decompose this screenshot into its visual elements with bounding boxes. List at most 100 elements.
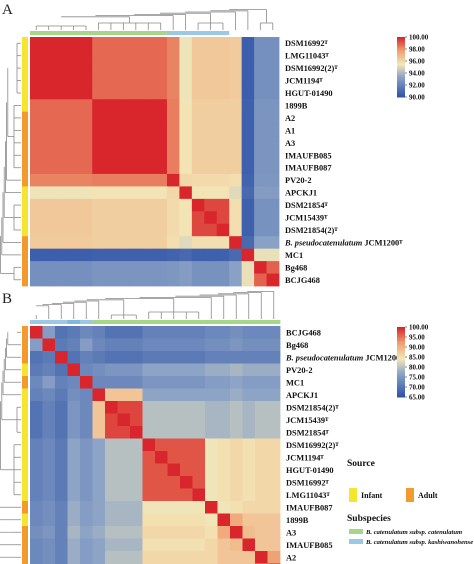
panel-b-cell (255, 451, 268, 464)
panel-b-cell (92, 438, 106, 452)
colorbar-a-gradient-step (397, 69, 405, 71)
panel-b-cell (205, 526, 218, 539)
panel-b-cell (242, 413, 256, 427)
panel-b-source-bar (22, 426, 28, 439)
panel-b-cell (42, 513, 56, 527)
panel-b-cell (92, 338, 106, 352)
panel-a-cell (42, 261, 56, 274)
panel-b-cell (92, 388, 106, 402)
panel-a-cell (42, 248, 56, 262)
panel-b-cell (155, 463, 168, 477)
panel-b-cell (55, 501, 68, 514)
panel-a-source-bar (22, 223, 28, 237)
colorbar-b-gradient-step (397, 377, 405, 379)
panel-a-cell (129, 186, 143, 200)
colorbar-a-gradient-step (397, 72, 405, 74)
panel-a-cell (216, 273, 230, 287)
panel-b-row-label: 1899B (286, 516, 309, 525)
panel-a-cell (166, 248, 180, 262)
panel-a-cell (142, 74, 155, 88)
colorbar-a-gradient-step (397, 55, 405, 57)
panel-b-cell (230, 401, 243, 414)
panel-a-cell (154, 37, 168, 50)
panel-b-dendrogram-top (35, 290, 275, 319)
panel-a-cell (54, 161, 68, 175)
panel-a-cell (129, 99, 143, 113)
panel-a-cell (241, 261, 255, 274)
panel-a-cell (191, 236, 205, 250)
panel-b-letter: B (2, 291, 12, 307)
panel-a-subspecies-bar (54, 31, 68, 35)
colorbar-a-gradient-step (397, 92, 405, 94)
panel-b-cell (230, 413, 243, 427)
panel-a-cell (92, 273, 106, 287)
colorbar-a-gradient-step (397, 73, 405, 75)
panel-a-cell (42, 99, 56, 113)
panel-b-cell (155, 551, 168, 564)
panel-b-subspecies-bar (255, 320, 268, 324)
panel-b-cell (255, 476, 268, 489)
panel-b-cell (142, 463, 156, 477)
panel-b-cell (155, 476, 168, 489)
panel-b-cell (130, 413, 143, 427)
panel-b-cell (42, 351, 56, 364)
panel-b-cell (80, 338, 93, 352)
panel-a-cell (254, 198, 267, 212)
panel-b-cell (167, 463, 181, 477)
panel-a-cell (129, 111, 143, 125)
panel-a-cell (166, 37, 180, 50)
panel-a-cell (142, 49, 155, 63)
panel-b-subspecies-bar (55, 320, 68, 324)
panel-a-cell (254, 248, 267, 262)
panel-a-cell (30, 161, 43, 175)
panel-a-cell (166, 111, 180, 125)
panel-b-subspecies-bar (30, 320, 43, 324)
panel-a-cell (30, 86, 43, 100)
panel-b-cell (267, 326, 281, 339)
panel-b-cell (217, 438, 231, 452)
colorbar-b-gradient-step (397, 353, 405, 356)
panel-b-cell (105, 538, 118, 552)
panel-b-cell (42, 376, 56, 389)
panel-a-cell (79, 198, 93, 212)
panel-a-cell (204, 261, 218, 274)
panel-a-cell (216, 111, 230, 125)
colorbar-a-gradient-step (397, 47, 405, 49)
panel-a-cell (229, 61, 243, 75)
panel-b-cell (242, 326, 256, 339)
panel-a-cell (254, 173, 267, 187)
panel-b-cell (67, 363, 81, 377)
panel-a-cell (179, 173, 193, 187)
colorbar-b-gradient-step (397, 335, 405, 337)
panel-a-cell (117, 99, 130, 113)
panel-b-cell (117, 451, 131, 464)
panel-b-cell (267, 476, 281, 489)
panel-a-cell (229, 86, 243, 100)
panel-b-cell (267, 488, 281, 502)
panel-b-row-label: DSM21854(2)ᵀ (286, 403, 339, 412)
panel-a-cell (204, 99, 218, 113)
panel-a-cell (179, 124, 193, 137)
panel-a-cell (216, 223, 230, 237)
panel-b-cell (55, 351, 68, 364)
panel-b-cell (142, 376, 156, 389)
colorbar-b-gradient-step (397, 350, 405, 352)
panel-a-cell (67, 99, 81, 113)
panel-b-dendrogram-left (0, 331, 21, 558)
panel-a-cell (154, 261, 168, 274)
panel-a-subspecies-bar (42, 31, 56, 35)
panel-b-cell (255, 413, 268, 427)
panel-a-cell (104, 99, 118, 113)
panel-b-cell (80, 426, 93, 439)
panel-a-cell (79, 236, 93, 250)
panel-a-cell (216, 86, 230, 100)
panel-a-cell (191, 124, 205, 137)
panel-b-subspecies-bar (67, 320, 81, 324)
panel-a-cell (216, 99, 230, 113)
panel-a-cell (266, 37, 280, 50)
panel-b-cell (242, 338, 256, 352)
panel-a-cell (229, 74, 243, 88)
panel-b-cell (255, 376, 268, 389)
panel-b-cell (255, 351, 268, 364)
panel-b-row-label: BCJG468 (286, 328, 321, 337)
